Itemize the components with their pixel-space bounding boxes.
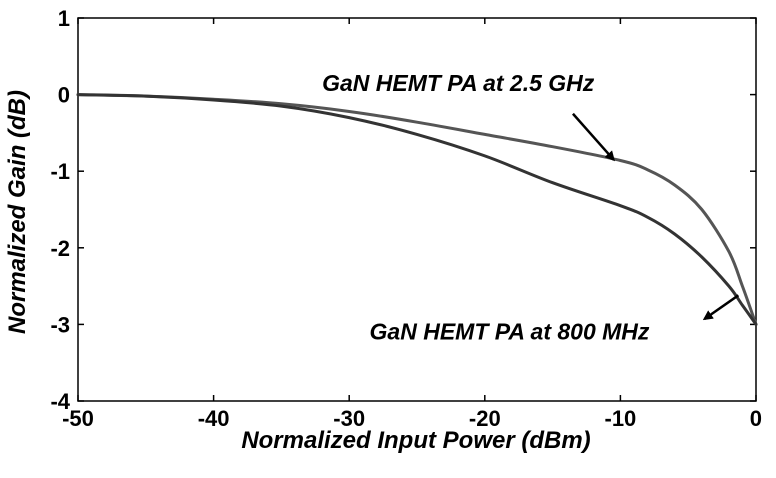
plot-frame: [77, 17, 757, 402]
plot-border: [77, 17, 757, 402]
x-tick-label: -40: [198, 406, 230, 431]
y-tick-label: -3: [50, 312, 70, 337]
x-axis-title: Normalized Input Power (dBm): [241, 427, 590, 454]
y-tick-label: -2: [50, 236, 70, 261]
axis-ticks: [77, 17, 757, 402]
x-tick-label: -30: [333, 406, 365, 431]
tick-label-layer: -50 -40 -30 -20 -10 0 1 0 -1 -2 -3 -4: [50, 6, 762, 431]
y-tick-label: 1: [58, 6, 70, 31]
x-tick-label: -50: [62, 406, 94, 431]
annotation-label-2: GaN HEMT PA at 800 MHz: [370, 319, 650, 345]
annotation-arrow-2: [702, 294, 740, 321]
x-tick-label: 0: [750, 406, 762, 431]
y-tick-label: 0: [58, 83, 70, 108]
series-layer: [76, 93, 758, 326]
annotation-layer: GaN HEMT PA at 2.5 GHz GaN HEMT PA at 800…: [322, 70, 740, 345]
y-tick-label: -4: [50, 389, 70, 414]
annotation-label-1: GaN HEMT PA at 2.5 GHz: [322, 70, 595, 96]
series-line-2: [76, 93, 758, 326]
x-tick-label: -20: [469, 406, 501, 431]
annotation-arrow-1: [572, 112, 615, 162]
series-line-1: [76, 93, 758, 326]
y-axis-title: Normalized Gain (dB): [4, 90, 31, 334]
y-tick-label: -1: [50, 159, 70, 184]
x-tick-label: -10: [605, 406, 637, 431]
